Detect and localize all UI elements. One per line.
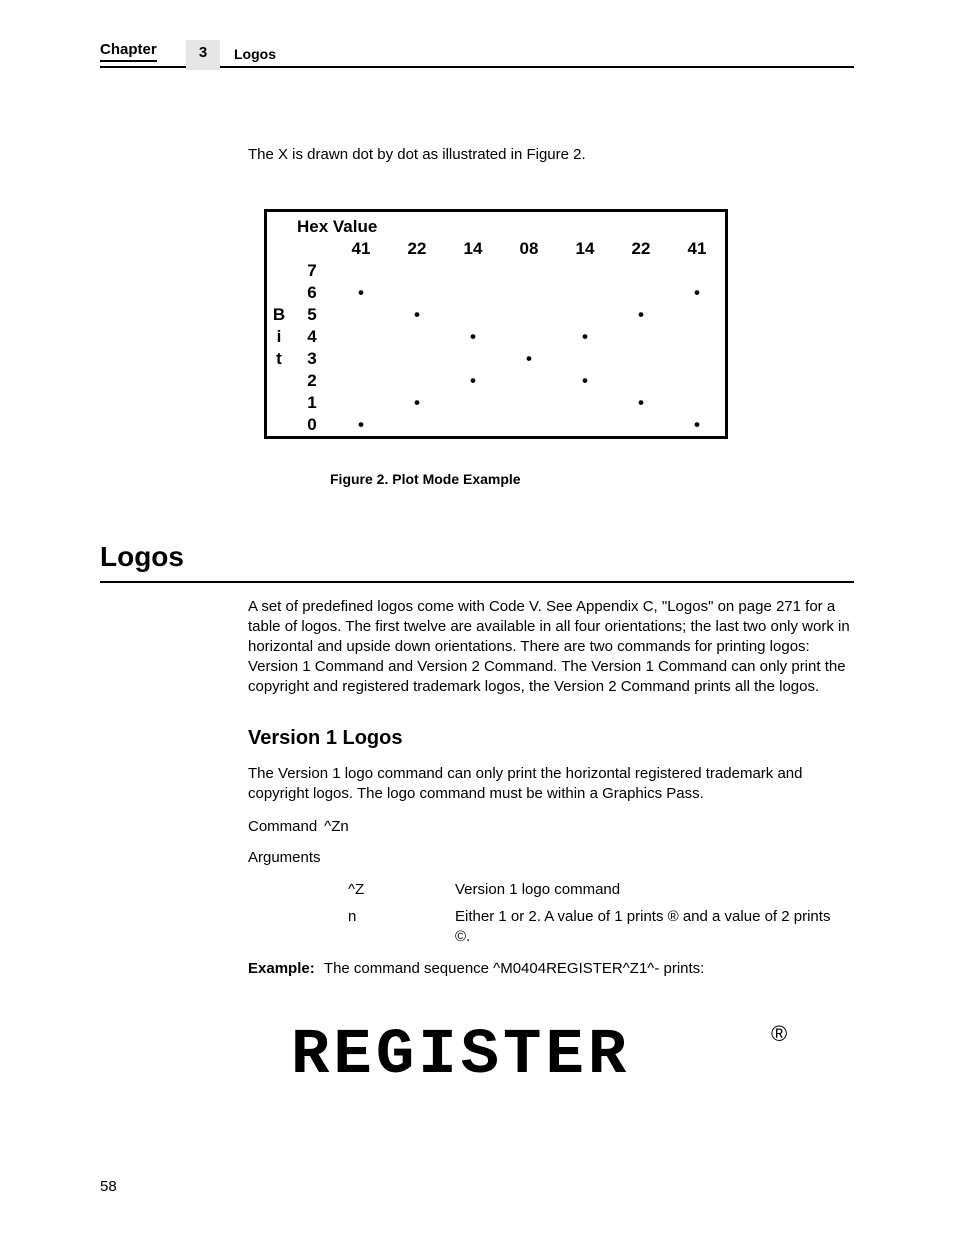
hex-col-0: 41 — [333, 238, 389, 260]
command-label: Command — [248, 818, 320, 835]
command-value: ^Zn — [324, 818, 349, 835]
arguments-table: ^Z Version 1 logo command n Either 1 or … — [248, 874, 854, 950]
intro-text: The X is drawn dot by dot as illustrated… — [248, 146, 854, 163]
dot-icon: • — [445, 370, 501, 392]
register-text: REGISTER — [291, 1020, 630, 1087]
figure-2: Hex Value 41 22 14 08 14 22 41 7 6 •• — [264, 209, 854, 439]
hex-col-2: 14 — [445, 238, 501, 260]
example-text: The command sequence ^M0404REGISTER^Z1^-… — [324, 960, 704, 977]
dot-icon: • — [613, 304, 669, 326]
dot-icon: • — [557, 326, 613, 348]
version1-paragraph: The Version 1 logo command can only prin… — [248, 764, 854, 804]
chapter-number: 3 — [199, 44, 207, 61]
dot-icon: • — [557, 370, 613, 392]
arg-name-1: n — [347, 903, 452, 948]
bit-row-7: 7 — [266, 260, 727, 282]
dot-icon: • — [669, 414, 727, 438]
hex-col-4: 14 — [557, 238, 613, 260]
arg-row-0: ^Z Version 1 logo command — [250, 876, 852, 901]
example-label: Example: — [248, 960, 320, 977]
document-page: Chapter 3 Logos The X is drawn dot by do… — [0, 0, 954, 1235]
hex-bit-table: Hex Value 41 22 14 08 14 22 41 7 6 •• — [264, 209, 728, 439]
page-header: Chapter 3 Logos — [100, 40, 854, 68]
hex-col-5: 22 — [613, 238, 669, 260]
header-section: Logos — [234, 46, 276, 62]
logos-paragraph: A set of predefined logos come with Code… — [248, 597, 854, 697]
dot-icon: • — [669, 282, 727, 304]
dot-icon: • — [389, 304, 445, 326]
chapter-label: Chapter — [100, 41, 157, 62]
example-row: Example: The command sequence ^M0404REGI… — [248, 960, 854, 977]
hex-col-3: 08 — [501, 238, 557, 260]
hex-value-row: 41 22 14 08 14 22 41 — [266, 238, 727, 260]
dot-icon: • — [501, 348, 557, 370]
bit-row-5: B5 •• — [266, 304, 727, 326]
register-graphic: REGISTER ® — [291, 1017, 811, 1087]
arguments-label: Arguments — [248, 849, 854, 866]
dot-icon: • — [613, 392, 669, 414]
bit-row-6: 6 •• — [266, 282, 727, 304]
bit-row-1: 1 •• — [266, 392, 727, 414]
dot-icon: • — [333, 282, 389, 304]
heading-logos: Logos — [100, 541, 854, 583]
chapter-number-badge: 3 — [186, 40, 220, 70]
bit-row-2: 2 •• — [266, 370, 727, 392]
figure-caption: Figure 2. Plot Mode Example — [330, 471, 854, 487]
register-output: REGISTER ® — [248, 1017, 854, 1092]
arg-row-1: n Either 1 or 2. A value of 1 prints ® a… — [250, 903, 852, 948]
dot-icon: • — [389, 392, 445, 414]
page-number: 58 — [100, 1178, 117, 1195]
dot-icon: • — [445, 326, 501, 348]
hex-col-6: 41 — [669, 238, 727, 260]
arg-desc-0: Version 1 logo command — [454, 876, 852, 901]
dot-icon: • — [333, 414, 389, 438]
arg-name-0: ^Z — [347, 876, 452, 901]
hex-col-1: 22 — [389, 238, 445, 260]
bit-row-3: t3 • — [266, 348, 727, 370]
command-row: Command ^Zn — [248, 818, 854, 835]
arg-desc-1: Either 1 or 2. A value of 1 prints ® and… — [454, 903, 852, 948]
bit-row-0: 0 •• — [266, 414, 727, 438]
heading-version1: Version 1 Logos — [248, 727, 854, 750]
bit-row-4: i4 •• — [266, 326, 727, 348]
hex-title: Hex Value — [291, 211, 727, 239]
registered-symbol: ® — [771, 1021, 787, 1046]
